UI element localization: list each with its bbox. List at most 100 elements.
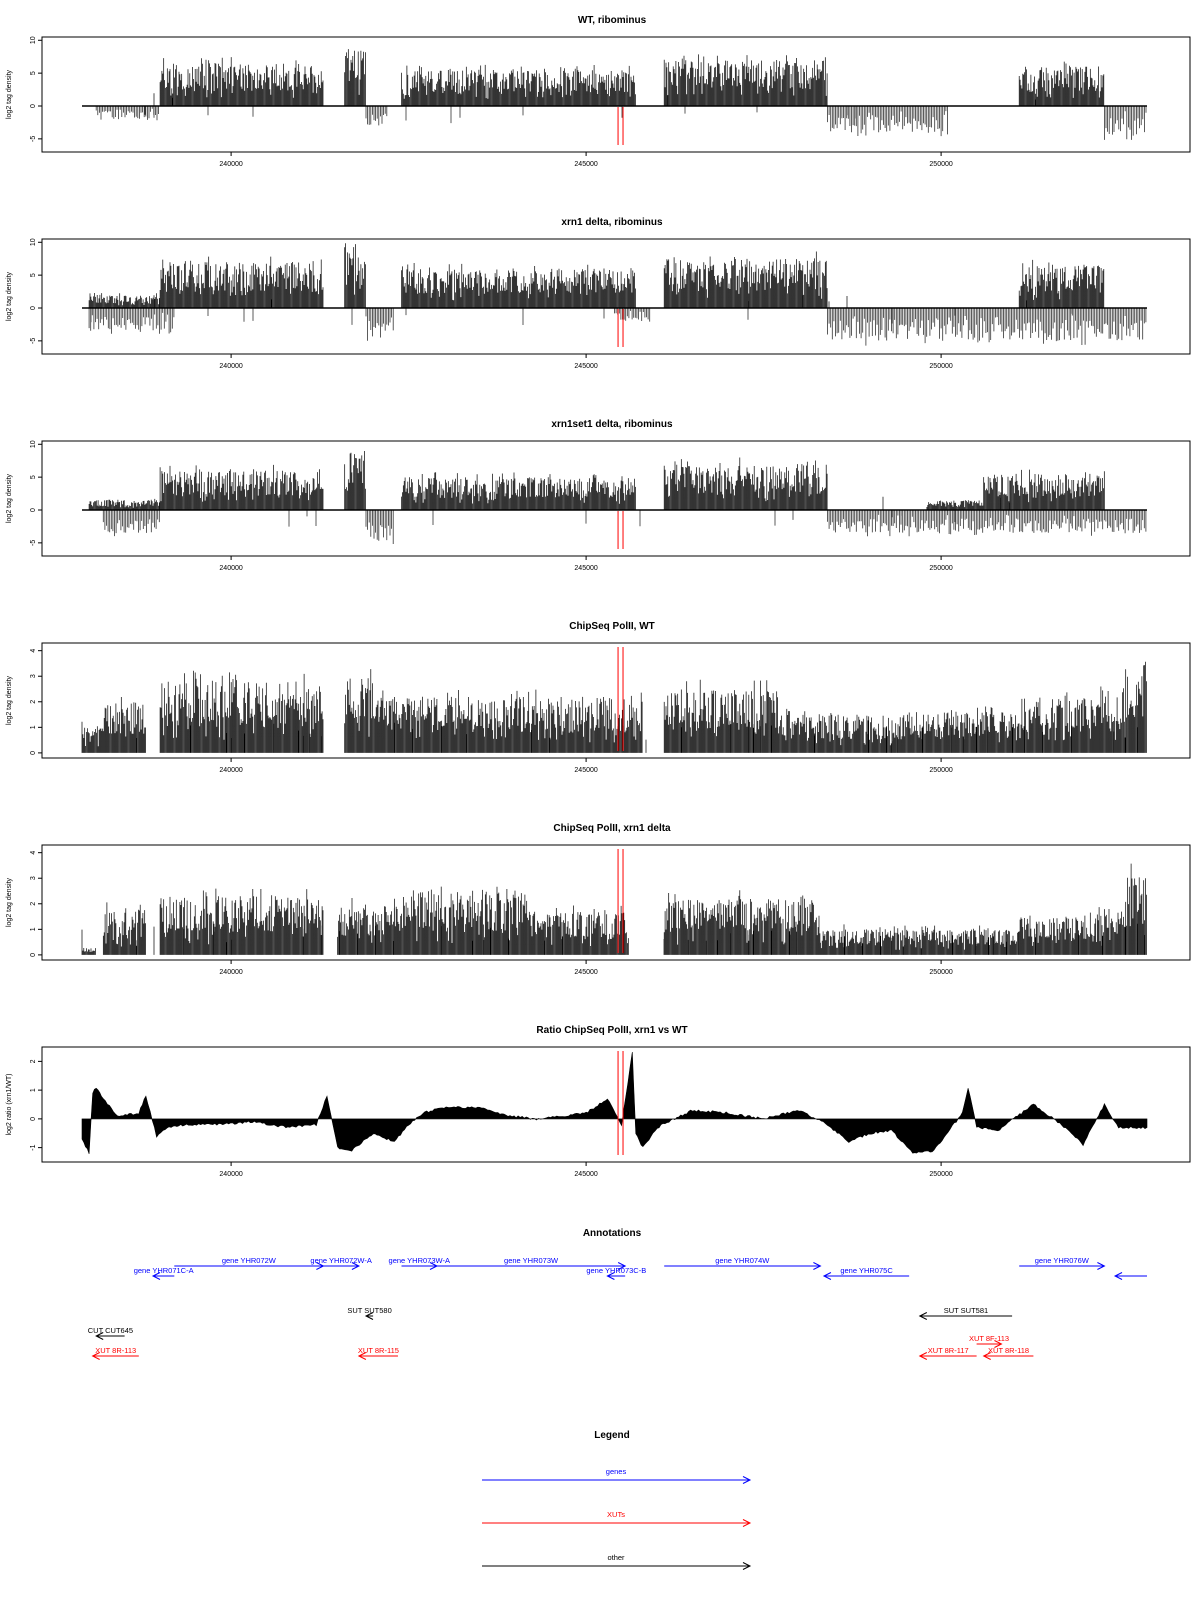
annotations-title: Annotations [583, 1228, 642, 1239]
feature-label: SUT SUT580 [347, 1306, 391, 1315]
feature-label: SUT SUT581 [944, 1306, 988, 1315]
reverse-strand-bars [95, 106, 1147, 140]
annotation-feature: gene YHR073W-A [389, 1256, 450, 1270]
feature-label: gene YHR075C [840, 1266, 893, 1275]
arrow-head-icon [994, 1340, 1003, 1348]
plot-frame [41, 642, 1191, 759]
arrow-head-icon [1113, 1272, 1123, 1280]
signal-bars [81, 863, 1147, 955]
arrow-head-icon [95, 1332, 104, 1340]
legend-title: Legend [594, 1430, 630, 1441]
arrow-head-icon [357, 1352, 367, 1360]
arrow-head-icon [606, 1272, 615, 1280]
x-tick-label: 250000 [929, 363, 952, 370]
y-axis-label: log2 tag density [6, 69, 13, 119]
annotation-feature: SUT SUT580 [347, 1306, 392, 1320]
annotation-feature: gene YHR074W [664, 1256, 822, 1270]
marker-lines [617, 511, 624, 549]
y-axis-label: log2 tag density [6, 675, 13, 725]
x-axis-ticks: 240000 245000 250000 [219, 556, 953, 572]
plot-frame [41, 1046, 1191, 1163]
arrow-head-icon [1097, 1262, 1106, 1270]
panel-title: xrn1 delta, ribominus [561, 217, 663, 228]
y-tick-label: 0 [30, 104, 37, 108]
arrow-head-icon [91, 1352, 100, 1360]
reverse-strand-bars [102, 510, 1147, 544]
legend-entries: genes XUTs other [482, 1467, 752, 1570]
arrow-head-icon [822, 1272, 832, 1280]
legend: Legend genes XUTs other [482, 1430, 752, 1570]
legend-label: genes [606, 1467, 627, 1476]
y-tick-label: -5 [30, 338, 37, 344]
x-tick-label: 250000 [929, 565, 952, 572]
annotation-feature: SUT SUT581 [918, 1306, 1013, 1320]
y-axis-ticks: -5 0 5 10 [30, 238, 42, 344]
forward-strand-bars [88, 243, 1105, 308]
annotation-feature: XUT 8R-117 [918, 1346, 977, 1360]
y-tick-label: 4 [30, 851, 37, 855]
y-axis-ticks: -5 0 5 10 [30, 36, 42, 142]
annotation-features: gene YHR071C-A gene YHR072W gene YHR072W-A… [88, 1256, 1147, 1360]
y-tick-label: 5 [30, 71, 37, 75]
feature-label: gene YHR073W [504, 1256, 559, 1265]
y-axis-label: log2 ratio (xrn1/WT) [6, 1074, 13, 1136]
y-tick-label: 3 [30, 674, 37, 678]
panel-title: ChipSeq PolII, WT [569, 621, 655, 632]
marker-lines [617, 309, 624, 347]
marker-lines [617, 1051, 624, 1155]
y-axis-label: log2 tag density [6, 271, 13, 321]
marker-lines [617, 849, 624, 953]
x-tick-label: 250000 [929, 161, 952, 168]
arrow-head-icon [813, 1262, 822, 1270]
annotation-feature: gene YHR076W [1019, 1256, 1106, 1270]
ratio-area-series [81, 1051, 1148, 1154]
y-tick-label: 10 [30, 36, 37, 44]
y-tick-label: 0 [30, 953, 37, 957]
x-tick-label: 250000 [929, 767, 952, 774]
feature-label: CUT CUT645 [88, 1326, 133, 1335]
y-tick-label: 3 [30, 876, 37, 880]
x-tick-label: 250000 [929, 1171, 952, 1178]
y-axis-ticks: -1 0 1 2 [30, 1059, 42, 1151]
density-bars [81, 863, 1147, 955]
arrow-head-icon [364, 1312, 374, 1320]
feature-label: XUT 8F-113 [969, 1334, 1009, 1343]
x-tick-label: 240000 [219, 161, 242, 168]
y-tick-label: 2 [30, 1059, 37, 1063]
y-axis-ticks: -5 0 5 10 [30, 440, 42, 546]
y-tick-label: 0 [30, 508, 37, 512]
x-tick-label: 245000 [574, 363, 597, 370]
arrow-head-icon [742, 1519, 752, 1527]
y-tick-label: 4 [30, 649, 37, 653]
signal-bars [82, 49, 1147, 140]
x-tick-label: 240000 [219, 767, 242, 774]
annotation-feature: XUT 8R-118 [982, 1346, 1034, 1360]
y-tick-label: 1 [30, 1088, 37, 1092]
x-tick-label: 245000 [574, 1171, 597, 1178]
track-panel-ratio: Ratio ChipSeq PolII, xrn1 vs WT log2 rat… [6, 1025, 1191, 1178]
arrow-head-icon [918, 1312, 928, 1320]
arrow-head-icon [918, 1352, 928, 1360]
feature-label: gene YHR076W [1035, 1256, 1090, 1265]
density-bars [81, 661, 1147, 753]
x-tick-label: 240000 [219, 969, 242, 976]
y-axis-ticks: 0 1 2 3 4 [30, 649, 42, 755]
x-tick-label: 240000 [219, 565, 242, 572]
arrow-head-icon [351, 1262, 361, 1270]
signal-bars [81, 661, 1147, 753]
arrow-head-icon [742, 1476, 752, 1484]
feature-label: gene YHR073C-B [586, 1266, 646, 1275]
x-tick-label: 245000 [574, 969, 597, 976]
x-axis-ticks: 240000 245000 250000 [219, 354, 953, 370]
feature-label: XUT 8R-113 [95, 1346, 136, 1355]
panel-title: xrn1set1 delta, ribominus [551, 419, 673, 430]
x-axis-ticks: 240000 245000 250000 [219, 152, 953, 168]
y-tick-label: 0 [30, 1117, 37, 1121]
x-axis-ticks: 240000 245000 250000 [219, 758, 953, 774]
y-tick-label: -5 [30, 540, 37, 546]
reverse-strand-bars [88, 308, 1147, 346]
y-axis-label: log2 tag density [6, 877, 13, 927]
y-tick-label: 10 [30, 440, 37, 448]
panel-title: Ratio ChipSeq PolII, xrn1 vs WT [536, 1025, 687, 1036]
y-tick-label: 1 [30, 725, 37, 729]
